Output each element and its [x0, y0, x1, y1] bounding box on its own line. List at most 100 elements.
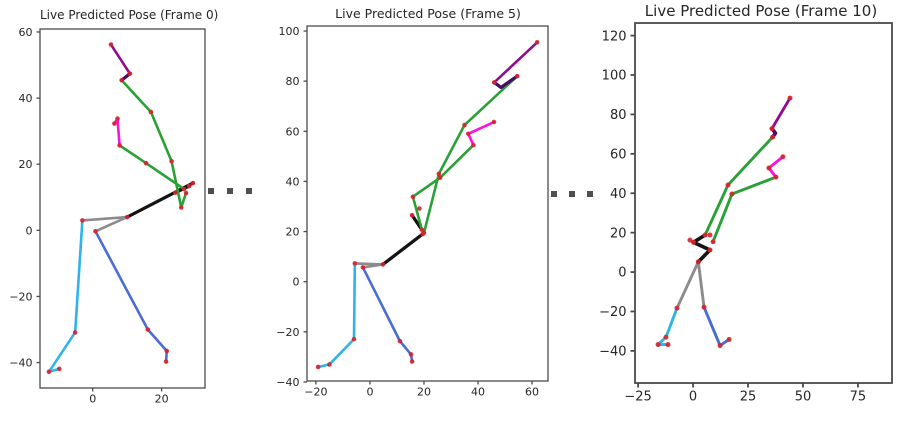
- pose-axes-frame-2: −25 0 25 50 75 −40 −20 0 20 40 60 80 100 120: [599, 22, 893, 405]
- y-tick-label: 60: [19, 26, 33, 39]
- y-tick-label: 100: [602, 69, 627, 84]
- y-tick-label: −40: [276, 376, 299, 389]
- x-tick-label: 50: [795, 390, 812, 405]
- joint-marker: [178, 205, 184, 210]
- pose-segment-left-arm: [466, 120, 496, 147]
- joint-marker: [410, 194, 416, 200]
- joint-marker: [780, 154, 786, 160]
- joint-marker: [710, 239, 716, 245]
- joint-marker: [695, 259, 701, 265]
- pose-segment-pelvis-left-link: [81, 215, 129, 222]
- joint-marker: [80, 218, 85, 223]
- joint-marker: [315, 364, 321, 370]
- y-tick-label: 40: [286, 175, 300, 188]
- joint-marker: [514, 73, 520, 79]
- y-tick-label: 40: [19, 92, 33, 105]
- pose-segment-torso-chain-left: [411, 143, 475, 231]
- joint-marker: [773, 174, 779, 180]
- joint-marker: [143, 160, 149, 166]
- joint-marker: [409, 359, 415, 364]
- joint-marker: [360, 265, 366, 270]
- pose-segment-pelvis-left-link: [675, 260, 700, 310]
- pose-segment-head: [109, 43, 132, 75]
- joint-marker: [186, 183, 192, 189]
- pose-segment-torso-chain-right: [703, 135, 775, 237]
- joint-marker: [72, 330, 78, 335]
- joint-marker: [351, 336, 357, 342]
- joint-marker: [163, 359, 169, 364]
- joint-marker: [119, 77, 124, 83]
- pose-segment-left-leg: [47, 219, 84, 374]
- chart-title-frame-0: Live Predicted Pose (Frame 0): [40, 8, 219, 22]
- dot-square-icon: [208, 188, 214, 194]
- chart-title-frame-10: Live Predicted Pose (Frame 10): [644, 2, 878, 20]
- y-tick-label: 60: [610, 148, 627, 163]
- joint-marker: [327, 362, 332, 367]
- y-tick-label: 20: [286, 226, 300, 239]
- joint-marker: [127, 71, 133, 76]
- chart-title-frame-5: Live Predicted Pose (Frame 5): [335, 6, 521, 21]
- joint-marker: [417, 206, 422, 211]
- y-tick-label: 20: [610, 226, 627, 241]
- pose-segment-torso-chain-right: [422, 74, 519, 235]
- y-tick-label: −20: [276, 326, 299, 339]
- joint-marker: [665, 342, 671, 348]
- y-tick-label: 0: [293, 276, 300, 289]
- joint-marker: [729, 191, 735, 197]
- joint-marker: [717, 343, 723, 349]
- pose-segment-head: [492, 40, 539, 84]
- pose-segment-spine: [381, 232, 425, 267]
- y-tick-label: 40: [610, 187, 627, 202]
- y-tick-label: 80: [610, 108, 627, 123]
- joint-marker: [46, 369, 52, 375]
- joint-marker: [419, 227, 425, 232]
- pose-segment-neck: [492, 74, 519, 90]
- joint-marker: [183, 190, 189, 196]
- joint-marker: [655, 342, 661, 348]
- pose-segment-pelvis-right-link: [696, 260, 706, 309]
- ellipsis-separator-2: [551, 191, 593, 197]
- joint-marker: [674, 305, 680, 311]
- pose-segment-torso-chain-left: [118, 144, 186, 191]
- joint-marker: [462, 122, 467, 128]
- pose-axes-frame-1: −20 0 20 40 60 −40 −20 0 20 40 60 80 100: [276, 25, 549, 399]
- joint-marker: [707, 232, 713, 238]
- pose-segment-head: [770, 96, 792, 131]
- joint-marker: [352, 261, 358, 266]
- joint-marker: [408, 352, 414, 357]
- joint-marker: [663, 334, 669, 340]
- joint-marker: [766, 165, 772, 171]
- pose-segment-right-leg: [94, 230, 169, 363]
- y-tick-label: 20: [19, 158, 33, 171]
- joint-marker: [93, 229, 98, 234]
- joint-marker: [190, 180, 196, 186]
- y-tick-label: 0: [26, 224, 33, 237]
- joint-marker: [787, 95, 793, 101]
- joint-marker: [124, 214, 130, 220]
- x-tick-label: 25: [740, 390, 757, 405]
- joint-marker: [491, 80, 497, 85]
- pose-segment-torso-chain-right: [120, 78, 188, 209]
- joint-marker: [409, 212, 415, 218]
- joint-marker: [145, 327, 151, 332]
- y-tick-label: −20: [9, 290, 32, 303]
- joint-marker: [726, 336, 732, 342]
- x-tick-label: 20: [155, 393, 169, 406]
- y-tick-label: −40: [599, 345, 626, 360]
- pose-segment-left-leg: [656, 306, 679, 347]
- y-tick-label: −20: [599, 305, 626, 320]
- joint-marker: [397, 338, 403, 344]
- dot-square-icon: [246, 188, 252, 194]
- pose-segment-torso-chain-left: [711, 175, 778, 244]
- joint-marker: [687, 237, 693, 243]
- y-tick-label: −40: [9, 357, 32, 370]
- joint-marker: [108, 42, 114, 47]
- dot-square-icon: [587, 191, 593, 197]
- pose-segment-right-leg: [702, 305, 731, 348]
- x-tick-label: 60: [525, 386, 539, 399]
- pose-segment-pelvis-right-link: [94, 215, 129, 233]
- pose-segment-spine: [691, 233, 712, 264]
- pose-axes-frame-0: 0 20 −40 −20 0 20 40 60: [9, 26, 206, 406]
